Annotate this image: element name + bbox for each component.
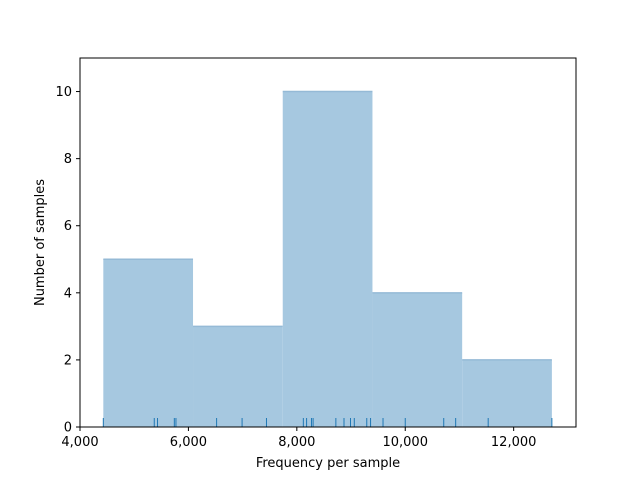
x-tick-label-2: 6,000 [170, 435, 207, 450]
x-tick-label-5: 12,000 [491, 435, 537, 450]
histogram-bar-5 [462, 359, 552, 427]
y-tick-label-6: 10 [55, 85, 72, 100]
x-tick-label-3: 8,000 [278, 435, 315, 450]
y-axis-label: Number of samples [33, 179, 48, 306]
plot-frame [79, 57, 577, 428]
x-axis-ticks: 4,000 6,000 8,000 10,000 12,000 [61, 427, 536, 450]
histogram-bars [103, 90, 552, 427]
histogram-bar-1 [103, 259, 194, 427]
y-tick-label-4: 6 [64, 219, 72, 234]
x-axis-label: Frequency per sample [256, 456, 400, 471]
x-tick-label-4: 10,000 [382, 435, 428, 450]
histogram-bar-3 [282, 91, 373, 427]
histogram-bar-2 [193, 326, 283, 427]
y-tick-label-3: 4 [64, 286, 72, 301]
rug-marks [102, 418, 553, 427]
y-tick-label-2: 2 [64, 353, 72, 368]
histogram-bar-4 [372, 292, 463, 427]
y-axis-ticks: 0 2 4 6 8 10 [55, 85, 80, 436]
y-tick-label-1: 0 [64, 421, 72, 436]
y-tick-label-5: 8 [64, 152, 72, 167]
x-tick-label-1: 4,000 [61, 435, 98, 450]
